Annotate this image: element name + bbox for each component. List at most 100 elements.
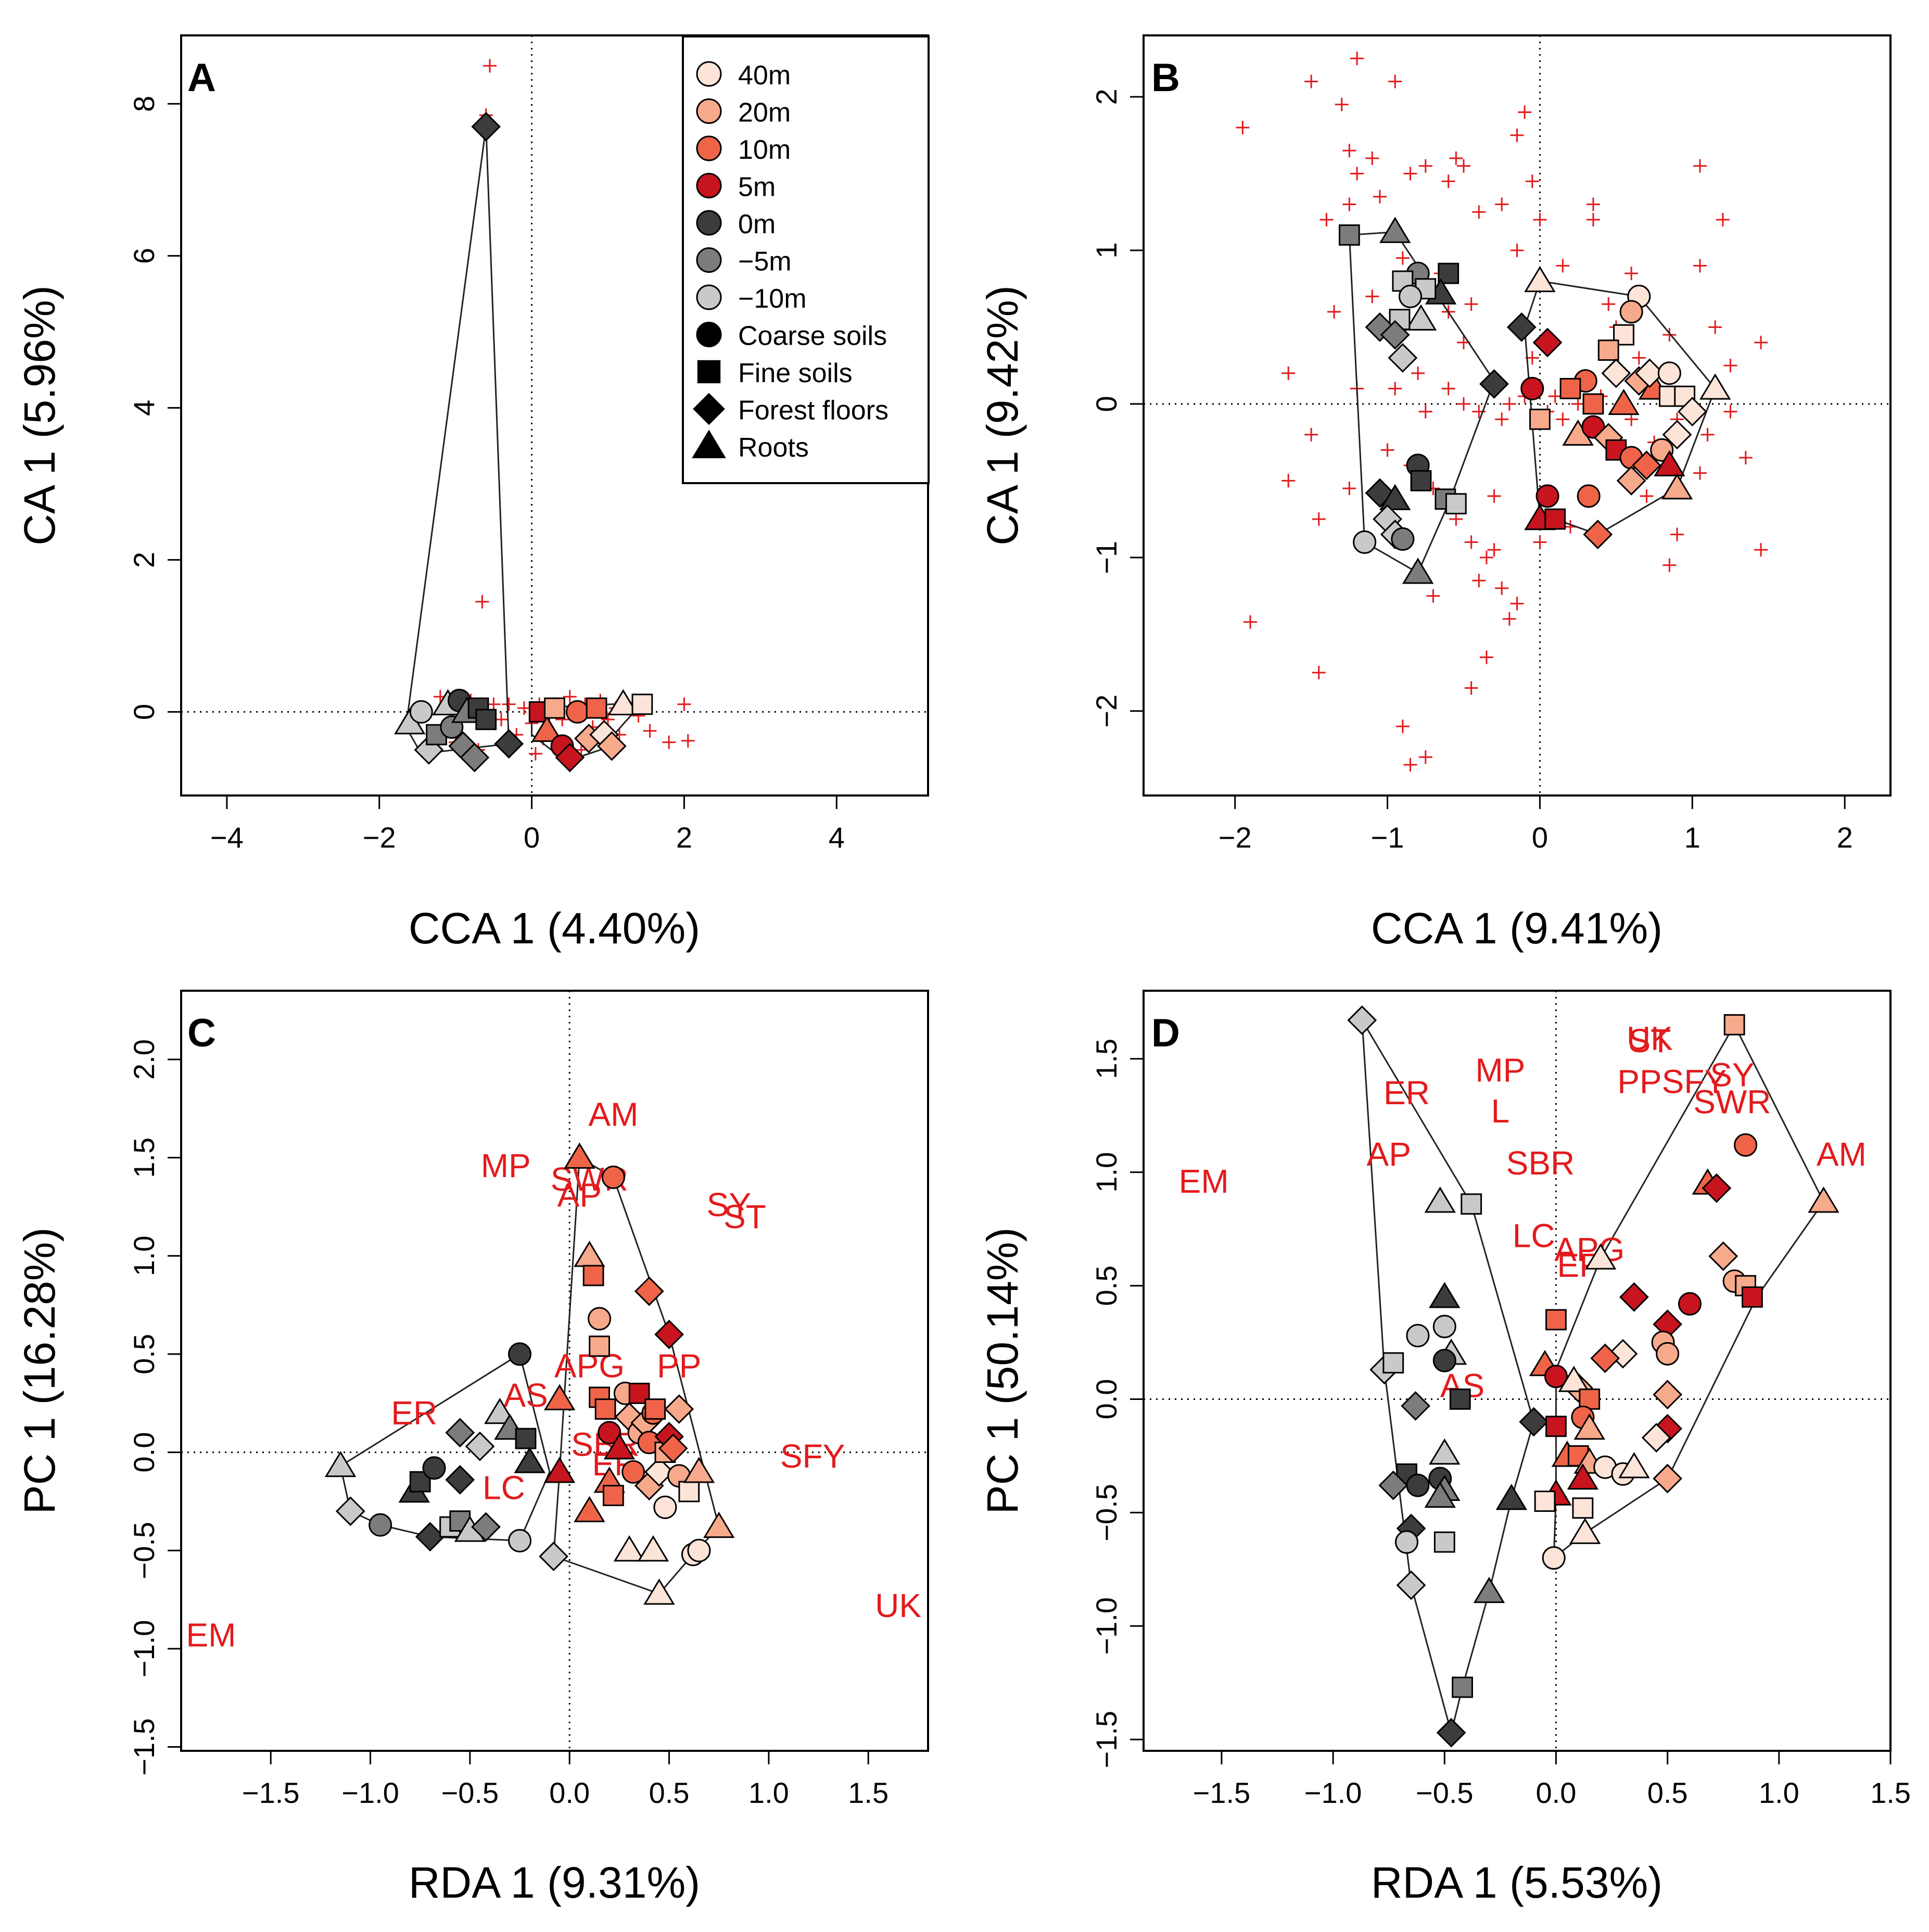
panel-d-sample-square [1433,1531,1455,1553]
panel-b-x-tick-label: −2 [1219,821,1252,854]
panel-a-species-cross [681,734,695,748]
panel-a-y-tick-label: 2 [128,552,160,568]
panel-d-sample-square [1452,1676,1473,1698]
panel-b-species-cross [1418,750,1432,764]
panel-b-sample-diamond [1583,520,1613,549]
panel-d-sample-square [1723,1014,1745,1036]
panel-c-species-label: AM [588,1096,638,1133]
panel-d-letter: D [1151,1011,1180,1055]
panel-d-y-tick-label: −1.5 [1090,1711,1123,1769]
panel-a-species-cross [662,735,676,749]
panel-b-species-cross [1464,297,1478,311]
panel-b-species-cross [1335,97,1349,111]
panel-c-sample-triangle [514,1447,545,1473]
panel-b-species-cross [1449,512,1463,526]
panel-b-species-cross [1723,359,1737,373]
panel-b-species-cross [1418,405,1432,419]
panel-b-species-cross [1403,167,1417,181]
panel-d-x-tick-label: 0.5 [1647,1776,1688,1809]
panel-b-sample-triangle [1524,266,1556,293]
panel-a-sample-square [544,697,565,719]
panel-a-x-tick-label: −2 [363,821,396,854]
panel-b-species-cross [1472,574,1486,588]
panel-a-sample-circle [409,700,433,724]
panel-d-x-tick-label: −1.5 [1193,1776,1251,1809]
panel-c-species-label: AS [503,1377,548,1414]
panel-b-species-cross [1319,212,1334,226]
panel-c-sample-diamond [634,1276,664,1306]
panel-b-species-cross [1441,174,1455,188]
panel-a-species-cross [528,747,542,761]
panel-b-species-cross [1342,144,1356,158]
panel-b-species-cross [1495,197,1509,211]
panel-a-y-tick-label: 4 [128,400,160,416]
panel-d-sample-square [1545,1309,1567,1331]
panel-c-sample-diamond [445,1465,475,1495]
panel-c-sample-diamond [664,1394,694,1424]
panel-b-species-cross [1495,581,1509,595]
panel-a-ylabel: CA 1 (5.96%) [15,285,64,546]
panel-c-y-tick-label: −0.5 [128,1522,160,1580]
panel-b-species-cross [1342,197,1356,211]
panel-b-sample-circle [1577,484,1601,508]
panel-a-species-cross [475,595,489,609]
panel-b-sample-circle [1520,376,1544,400]
panel-b-species-cross [1441,382,1455,396]
panel-d-sample-square [1742,1286,1763,1308]
panel-b-species-cross [1457,159,1470,173]
panel-b-sample-circle [1353,530,1377,554]
panel-b-sample-diamond [1601,358,1631,388]
panel-d-x-tick-label: 0.0 [1536,1776,1577,1809]
panel-d-y-tick-label: −1.0 [1090,1597,1123,1655]
panel-d-sample-square [1461,1193,1482,1215]
panel-d-sample-triangle [1495,1484,1528,1510]
panel-c-sample-circle [508,1342,532,1366]
panel-d-sample-diamond [1702,1173,1732,1203]
panel-b-species-cross [1236,120,1250,134]
panel-b-species-cross [1586,212,1600,226]
legend-color-swatch [696,98,722,124]
panel-d-y-tick-label: 0.5 [1090,1266,1123,1306]
panel-d-sample-triangle [1808,1186,1839,1213]
panel-b-x-tick-label: 2 [1837,821,1853,854]
legend-distance-label: 40m [738,60,791,91]
panel-b-species-cross [1502,612,1516,626]
legend-color-swatch [696,173,722,198]
legend-shape-swatch [692,430,726,459]
panel-d-x-tick-label: −1.0 [1304,1776,1362,1809]
panel-c-species-label: EM [186,1616,236,1653]
panel-b-y-tick-label: 1 [1090,242,1123,258]
panel-b-sample-triangle [1699,373,1731,400]
panel-d-sample-square [1382,1352,1404,1374]
panel-a-sample-diamond [460,742,490,773]
panel-d-x-tick-label: −0.5 [1416,1776,1474,1809]
panel-b-sample-square [1445,493,1467,514]
panel-b-x-tick-label: 1 [1684,821,1700,854]
legend-shape-label: Fine soils [738,358,853,388]
panel-d-sample-triangle [1569,1518,1601,1544]
panel-c-sample-diamond [445,1418,475,1448]
panel-d-species-label: ER [1384,1074,1430,1112]
panel-b-sample-circle [1391,527,1415,551]
panel-b-species-cross [1510,597,1524,611]
panel-b-species-cross [1365,289,1379,304]
panel-b-species-cross [1449,151,1463,165]
panel-d-sample-triangle [1473,1576,1505,1603]
panel-b-sample-diamond [1506,312,1537,342]
panel-c-y-tick-label: 2.0 [128,1039,160,1080]
panel-d-species-label: AM [1817,1135,1867,1173]
legend-color-swatch [696,61,722,87]
panel-b: B CCA 1 (9.41%) CA 1 (9.42%) −2 −1 0 1 2 −2 −1… [978,34,1892,953]
panel-a-species-cross [643,724,657,738]
panel-b-species-cross [1693,259,1707,273]
panel-d-sample-circle [1678,1292,1702,1316]
panel-c-ylabel: PC 1 (16.28%) [15,1228,64,1514]
panel-c-y-tick-label: 1.0 [128,1235,160,1276]
legend-distance-label: −5m [738,247,792,277]
panel-b-y-tick-label: −1 [1090,541,1123,574]
panel-d-sample-circle [1542,1546,1566,1570]
panel-c-sample-square [589,1335,610,1357]
panel-d-species-label: EM [1179,1163,1229,1200]
